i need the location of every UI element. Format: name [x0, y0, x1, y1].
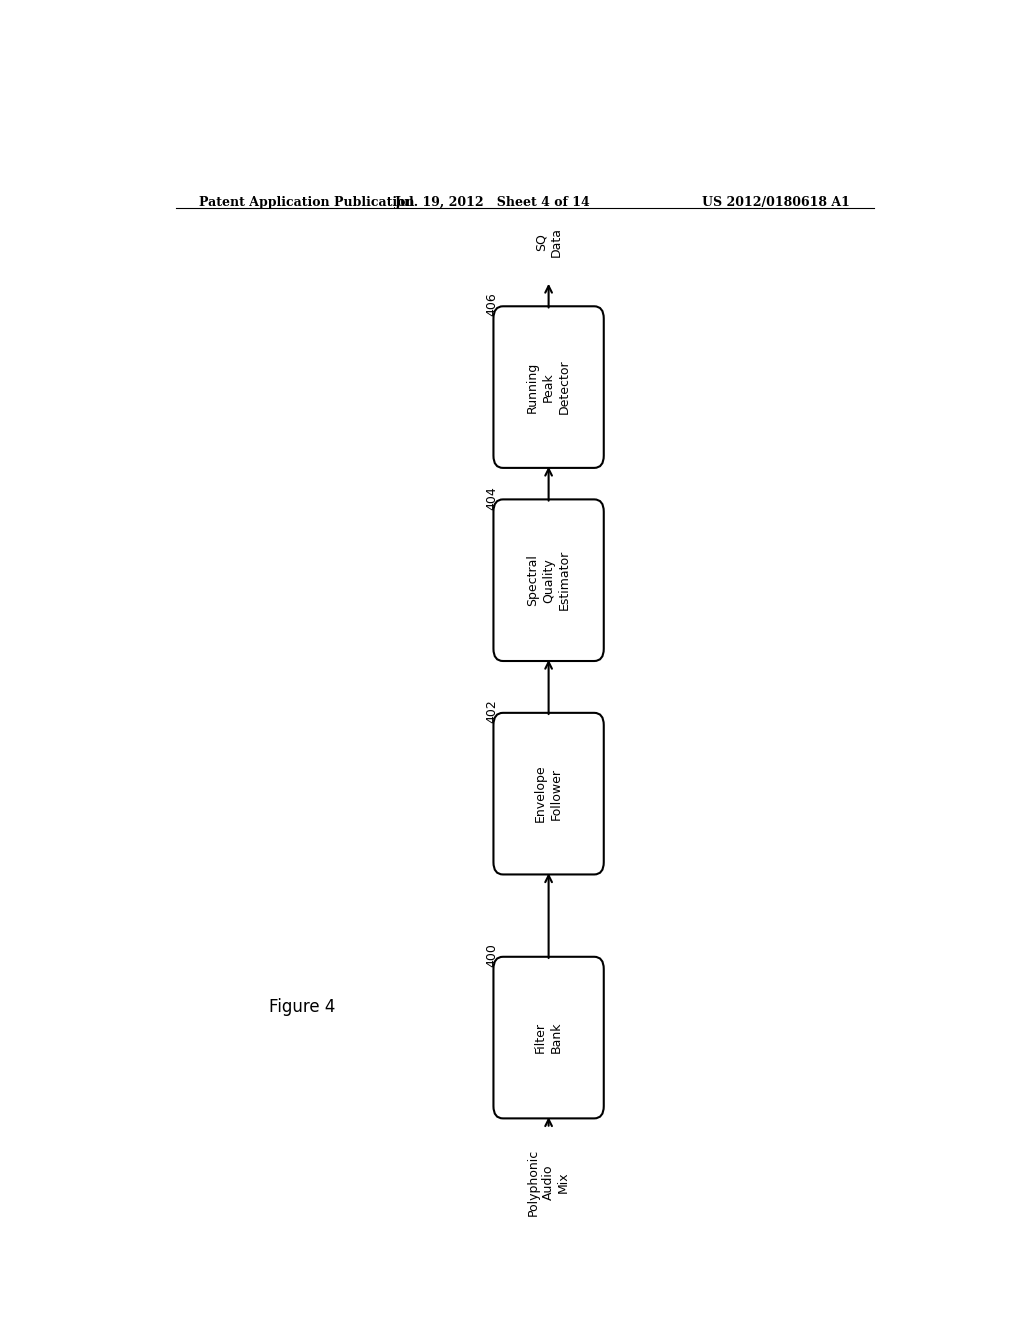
Text: 402: 402 [485, 700, 499, 723]
Text: Jul. 19, 2012   Sheet 4 of 14: Jul. 19, 2012 Sheet 4 of 14 [395, 195, 591, 209]
Text: Running
Peak
Detector: Running Peak Detector [526, 360, 571, 414]
FancyBboxPatch shape [494, 499, 604, 661]
FancyBboxPatch shape [494, 306, 604, 467]
Text: 406: 406 [485, 293, 499, 317]
Text: Polyphonic
Audio
Mix: Polyphonic Audio Mix [527, 1148, 570, 1216]
Text: 400: 400 [485, 942, 499, 968]
FancyBboxPatch shape [494, 713, 604, 874]
FancyBboxPatch shape [494, 957, 604, 1118]
Text: SQ
Data: SQ Data [535, 227, 562, 257]
Text: Spectral
Quality
Estimator: Spectral Quality Estimator [526, 550, 571, 610]
Text: Envelope
Follower: Envelope Follower [535, 764, 563, 822]
Text: US 2012/0180618 A1: US 2012/0180618 A1 [702, 195, 850, 209]
Text: Patent Application Publication: Patent Application Publication [200, 195, 415, 209]
Text: 404: 404 [485, 486, 499, 510]
Text: Figure 4: Figure 4 [269, 998, 336, 1016]
Text: Filter
Bank: Filter Bank [535, 1022, 563, 1053]
